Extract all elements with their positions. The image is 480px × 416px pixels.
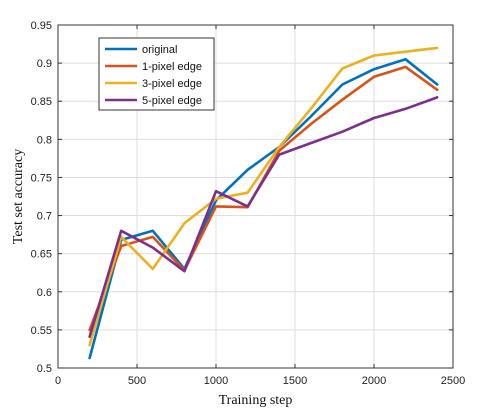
series-line-original bbox=[88, 57, 439, 360]
legend-label-3-pixel-edge: 3-pixel edge bbox=[142, 78, 202, 90]
x-tick-label: 2000 bbox=[362, 375, 386, 387]
y-tick-label: 0.75 bbox=[31, 172, 52, 184]
x-tick-label: 500 bbox=[128, 375, 146, 387]
plot-area-frame bbox=[57, 24, 454, 369]
legend-label-5-pixel-edge: 5-pixel edge bbox=[142, 95, 202, 107]
y-tick-label: 0.85 bbox=[31, 96, 52, 108]
series-line-5-pixel-edge bbox=[88, 96, 439, 339]
legend: original 1-pixel edge 3-pixel edge 5-pixel … bbox=[98, 37, 215, 111]
y-axis-title: Test set accuracy bbox=[11, 149, 26, 244]
x-tick-label: 0 bbox=[55, 375, 61, 387]
x-tick-label: 1000 bbox=[204, 375, 228, 387]
series-lines bbox=[88, 46, 439, 360]
y-tick-label: 0.9 bbox=[37, 58, 52, 70]
y-tick-label: 0.6 bbox=[37, 287, 52, 299]
y-tick-label: 0.5 bbox=[37, 363, 52, 375]
y-tick-label: 0.95 bbox=[31, 20, 52, 32]
x-tick-label: 2500 bbox=[441, 375, 465, 387]
legend-label-original: original bbox=[142, 44, 177, 56]
x-tick-label: 1500 bbox=[283, 375, 307, 387]
y-tick-label: 0.65 bbox=[31, 249, 52, 261]
axis-ticks: 0 500 1000 1500 2000 2500 0.5 0.55 0.6 0.65 0.7 0.7… bbox=[31, 20, 466, 387]
grid-lines bbox=[58, 25, 453, 368]
x-axis-title: Training step bbox=[219, 393, 293, 408]
legend-label-1-pixel-edge: 1-pixel edge bbox=[142, 61, 202, 73]
y-tick-label: 0.55 bbox=[31, 325, 52, 337]
series-line-3-pixel-edge bbox=[88, 46, 439, 347]
y-tick-label: 0.7 bbox=[37, 211, 52, 223]
y-tick-label: 0.8 bbox=[37, 134, 52, 146]
